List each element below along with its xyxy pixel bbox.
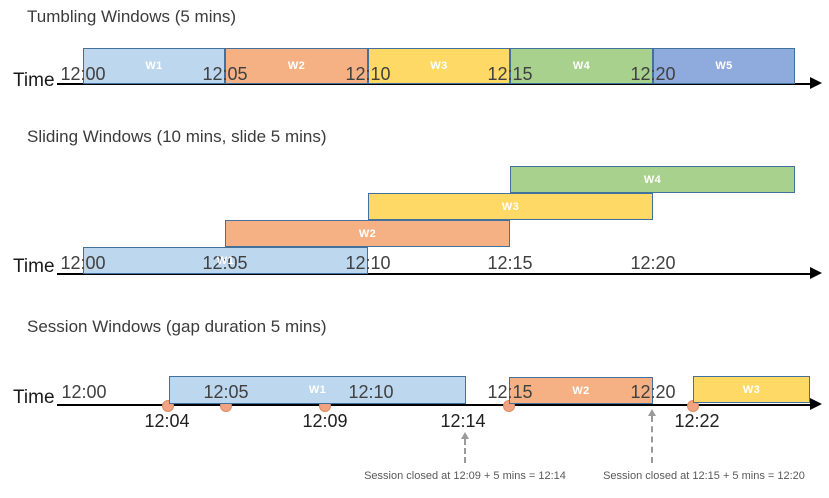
window-label-1-w1: W1 [145, 60, 163, 72]
tick-label-2-1: 12:00 [60, 253, 106, 273]
window-label-1-w5: W5 [715, 60, 733, 72]
window-2-w2 [225, 220, 510, 247]
timeline-axis-1 [57, 83, 814, 85]
section-title-tumbling: Tumbling Windows (5 mins) [27, 7, 237, 26]
window-1-w2 [225, 48, 368, 84]
tick-label-1-1: 12:00 [60, 64, 106, 84]
tick-label-3-4: 12:15 [487, 382, 533, 402]
axis-label-time-session: Time [13, 387, 55, 408]
axis-label-time-tumbling: Time [13, 70, 55, 91]
event-time-label-1: 12:04 [144, 411, 190, 431]
window-2-w4 [510, 166, 795, 193]
timeline-axis-2 [57, 273, 814, 275]
window-label-1-w2: W2 [287, 60, 306, 72]
tick-label-1-2: 12:05 [202, 64, 248, 84]
window-label-1-w3: W3 [430, 60, 448, 72]
window-1-w4 [510, 48, 653, 84]
window-2-w1 [83, 247, 368, 274]
tick-label-3-2: 12:05 [203, 382, 249, 402]
tick-label-1-4: 12:15 [487, 64, 533, 84]
window-3-w3 [693, 376, 810, 403]
timeline-arrowhead-1 [810, 77, 822, 89]
event-time-label-3: 12:14 [440, 411, 486, 431]
section-title-session: Session Windows (gap duration 5 mins) [27, 317, 327, 336]
timeline-arrowhead-3 [810, 398, 822, 410]
window-3-w1 [169, 376, 466, 404]
event-time-label-2: 12:09 [302, 411, 348, 431]
session-close-arrow-2 [651, 416, 653, 463]
tick-label-2-2: 12:05 [202, 253, 248, 273]
window-1-w1 [83, 48, 225, 84]
section-title-sliding: Sliding Windows (10 mins, slide 5 mins) [27, 127, 327, 146]
annotation-session-closed-1: Session closed at 12:09 + 5 mins = 12:14 [364, 470, 566, 482]
session-close-arrow-1 [464, 439, 466, 463]
session-close-arrowhead-1 [461, 432, 469, 439]
window-1-w3 [368, 48, 510, 84]
annotation-session-closed-2: Session closed at 12:15 + 5 mins = 12:20 [603, 470, 805, 482]
tick-label-1-3: 12:10 [345, 64, 391, 84]
window-label-3-w2: W2 [572, 384, 590, 397]
window-3-w2 [509, 377, 653, 404]
window-label-3-w1: W1 [308, 384, 327, 396]
tick-label-3-5: 12:20 [630, 382, 676, 402]
tick-label-3-3: 12:10 [348, 382, 394, 402]
window-2-w3 [368, 193, 653, 220]
window-label-2-w2: W2 [358, 227, 377, 240]
tick-label-2-4: 12:15 [487, 253, 533, 273]
timeline-axis-3 [57, 404, 814, 406]
tick-label-1-5: 12:20 [630, 64, 676, 84]
timeline-arrowhead-2 [810, 267, 822, 279]
window-label-2-w1: W1 [216, 254, 235, 267]
session-close-arrowhead-2 [648, 409, 656, 416]
tick-label-2-5: 12:20 [630, 253, 676, 273]
window-1-w5 [653, 48, 795, 84]
window-label-3-w3: W3 [742, 383, 761, 396]
window-label-2-w3: W3 [501, 200, 520, 213]
window-label-1-w4: W4 [572, 60, 591, 72]
tick-label-3-1: 12:00 [61, 382, 107, 402]
event-time-label-4: 12:22 [674, 411, 720, 431]
window-label-2-w4: W4 [643, 173, 662, 186]
tick-label-2-3: 12:10 [345, 253, 391, 273]
axis-label-time-sliding: Time [13, 256, 55, 277]
